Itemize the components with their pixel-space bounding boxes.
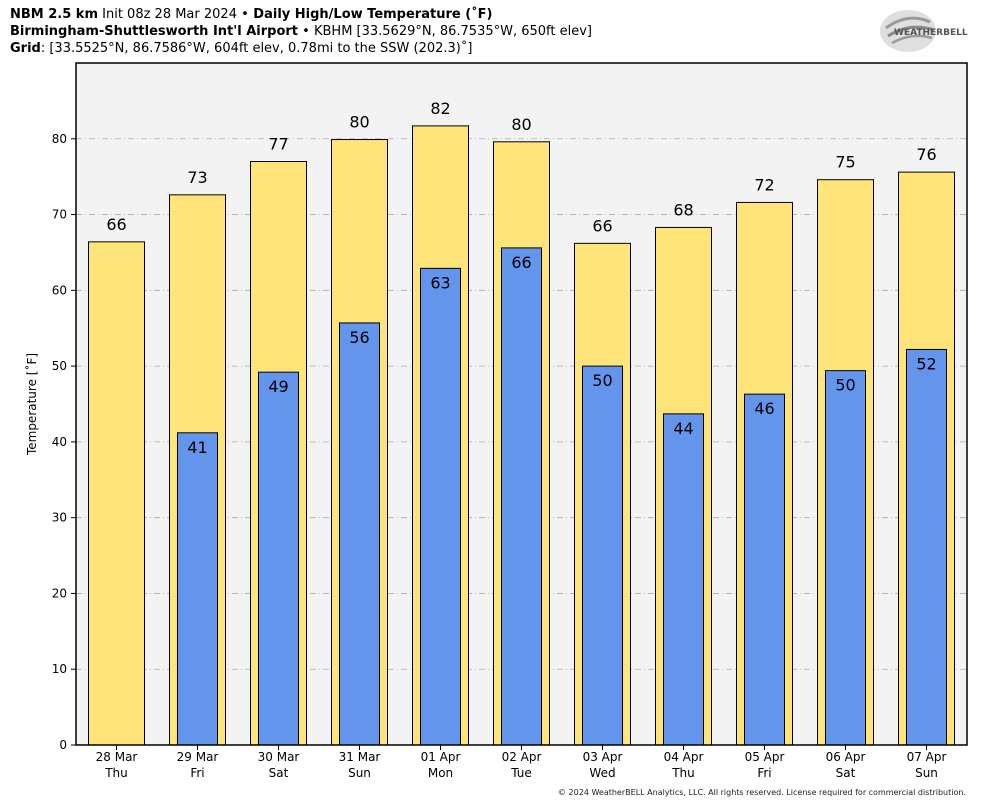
- x-tick-label-date: 30 Mar: [258, 750, 300, 764]
- high-temp-label: 72: [754, 175, 774, 194]
- grid-label: Grid: [10, 41, 41, 56]
- low-temp-bar: [825, 370, 866, 746]
- x-tick-label-date: 29 Mar: [177, 750, 219, 764]
- high-temp-label: 80: [349, 113, 369, 132]
- x-tick-label-date: 28 Mar: [96, 750, 138, 764]
- model-name: NBM 2.5 km: [10, 7, 98, 22]
- low-temp-label: 66: [511, 253, 531, 272]
- station-separator: •: [298, 24, 314, 39]
- y-tick-label: 50: [52, 359, 67, 373]
- high-temp-label: 73: [187, 168, 207, 187]
- x-tick-label-weekday: Sat: [269, 766, 289, 780]
- high-temp-label: 66: [592, 216, 612, 235]
- low-temp-bar: [258, 371, 299, 746]
- x-tick-label-date: 05 Apr: [745, 750, 785, 764]
- x-tick-label-date: 01 Apr: [421, 750, 461, 764]
- x-tick-label-date: 06 Apr: [826, 750, 866, 764]
- high-temp-label: 68: [673, 200, 693, 219]
- y-tick-label: 0: [59, 738, 67, 752]
- low-temp-label: 46: [754, 399, 774, 418]
- low-temp-bar: [177, 432, 218, 746]
- logo-text-a: WEATHER: [894, 28, 943, 38]
- x-axis: 28 Mar Thu 29 Mar Fri 30 Mar Sat 31 Mar Sun 01 A…: [96, 745, 947, 780]
- x-tick-label-weekday: Fri: [190, 766, 204, 780]
- high-temp-label: 66: [106, 215, 126, 234]
- low-temp-bar: [744, 393, 785, 746]
- x-tick-label-weekday: Sun: [348, 766, 371, 780]
- station-info: KBHM [33.5629°N, 86.7535°W, 650ft elev]: [313, 24, 592, 39]
- logo-text-b: BELL: [943, 28, 968, 38]
- low-temp-bar: [339, 322, 380, 746]
- high-temp-label: 77: [268, 135, 288, 154]
- high-temp-label: 80: [511, 115, 531, 134]
- low-temp-label: 50: [592, 371, 612, 390]
- x-tick-label-date: 07 Apr: [907, 750, 947, 764]
- high-temp-label: 75: [835, 153, 855, 172]
- y-tick-label: 10: [52, 662, 67, 676]
- svg-text:WEATHERBELL: WEATHERBELL: [894, 28, 968, 38]
- x-tick-label-weekday: Wed: [589, 766, 615, 780]
- y-axis: 0 10 20 30 40 50 60 70 80: [52, 132, 76, 752]
- product-name: Daily High/Low Temperature (˚F): [248, 7, 493, 22]
- grid-info: : [33.5525°N, 86.7586°W, 604ft elev, 0.7…: [40, 41, 473, 56]
- weatherbell-logo: WEATHERBELL: [880, 10, 968, 52]
- low-temp-label: 63: [430, 273, 450, 292]
- y-tick-label: 30: [52, 511, 67, 525]
- low-temp-label: 41: [187, 438, 207, 457]
- plot-frame: [75, 62, 968, 746]
- x-tick-label-weekday: Mon: [428, 766, 453, 780]
- data-labels: 66 73 41 77 49 80 56 82 63 80 66 66 50 68 44 72 46 75 50 76…: [106, 99, 936, 457]
- low-temp-label: 56: [349, 328, 369, 347]
- y-tick-label: 80: [52, 132, 67, 146]
- chart-title-line-1: NBM 2.5 km Init 08z 28 Mar 2024 • Daily …: [10, 6, 492, 23]
- low-temp-bar: [501, 247, 542, 746]
- y-tick-label: 40: [52, 435, 67, 449]
- chart-title-line-2: Birmingham-Shuttlesworth Int'l Airport •…: [10, 23, 592, 40]
- y-tick-label: 60: [52, 283, 67, 297]
- low-temp-bar: [420, 267, 461, 746]
- y-tick-label: 20: [52, 586, 67, 600]
- low-temp-bar: [663, 413, 704, 746]
- x-tick-label-weekday: Fri: [757, 766, 771, 780]
- x-tick-label-date: 31 Mar: [339, 750, 381, 764]
- x-tick-label-weekday: Sun: [915, 766, 938, 780]
- copyright-footer: © 2024 WeatherBELL Analytics, LLC. All r…: [558, 788, 966, 797]
- x-tick-label-weekday: Thu: [671, 766, 695, 780]
- low-temp-label: 50: [835, 376, 855, 395]
- y-axis-label: Temperature [˚F]: [24, 353, 39, 456]
- low-temp-label: 44: [673, 419, 693, 438]
- chart-title-line-3: Grid: [33.5525°N, 86.7586°W, 604ft elev,…: [10, 40, 472, 57]
- title-separator: •: [241, 7, 249, 22]
- x-tick-label-date: 04 Apr: [664, 750, 704, 764]
- x-tick-label-weekday: Thu: [104, 766, 128, 780]
- init-time: Init 08z 28 Mar 2024: [98, 7, 242, 22]
- low-temp-bar: [906, 348, 947, 746]
- x-tick-label-weekday: Sat: [836, 766, 856, 780]
- x-tick-label-date: 03 Apr: [583, 750, 623, 764]
- bars: [88, 125, 955, 746]
- station-name: Birmingham-Shuttlesworth Int'l Airport: [10, 24, 299, 39]
- high-temp-label: 76: [916, 145, 936, 164]
- high-temp-bar: [88, 241, 145, 746]
- x-tick-label-weekday: Tue: [510, 766, 532, 780]
- high-temp-label: 82: [430, 99, 450, 118]
- x-tick-label-date: 02 Apr: [502, 750, 542, 764]
- low-temp-bar: [582, 365, 623, 746]
- low-temp-label: 49: [268, 377, 288, 396]
- y-tick-label: 70: [52, 208, 67, 222]
- low-temp-label: 52: [916, 354, 936, 373]
